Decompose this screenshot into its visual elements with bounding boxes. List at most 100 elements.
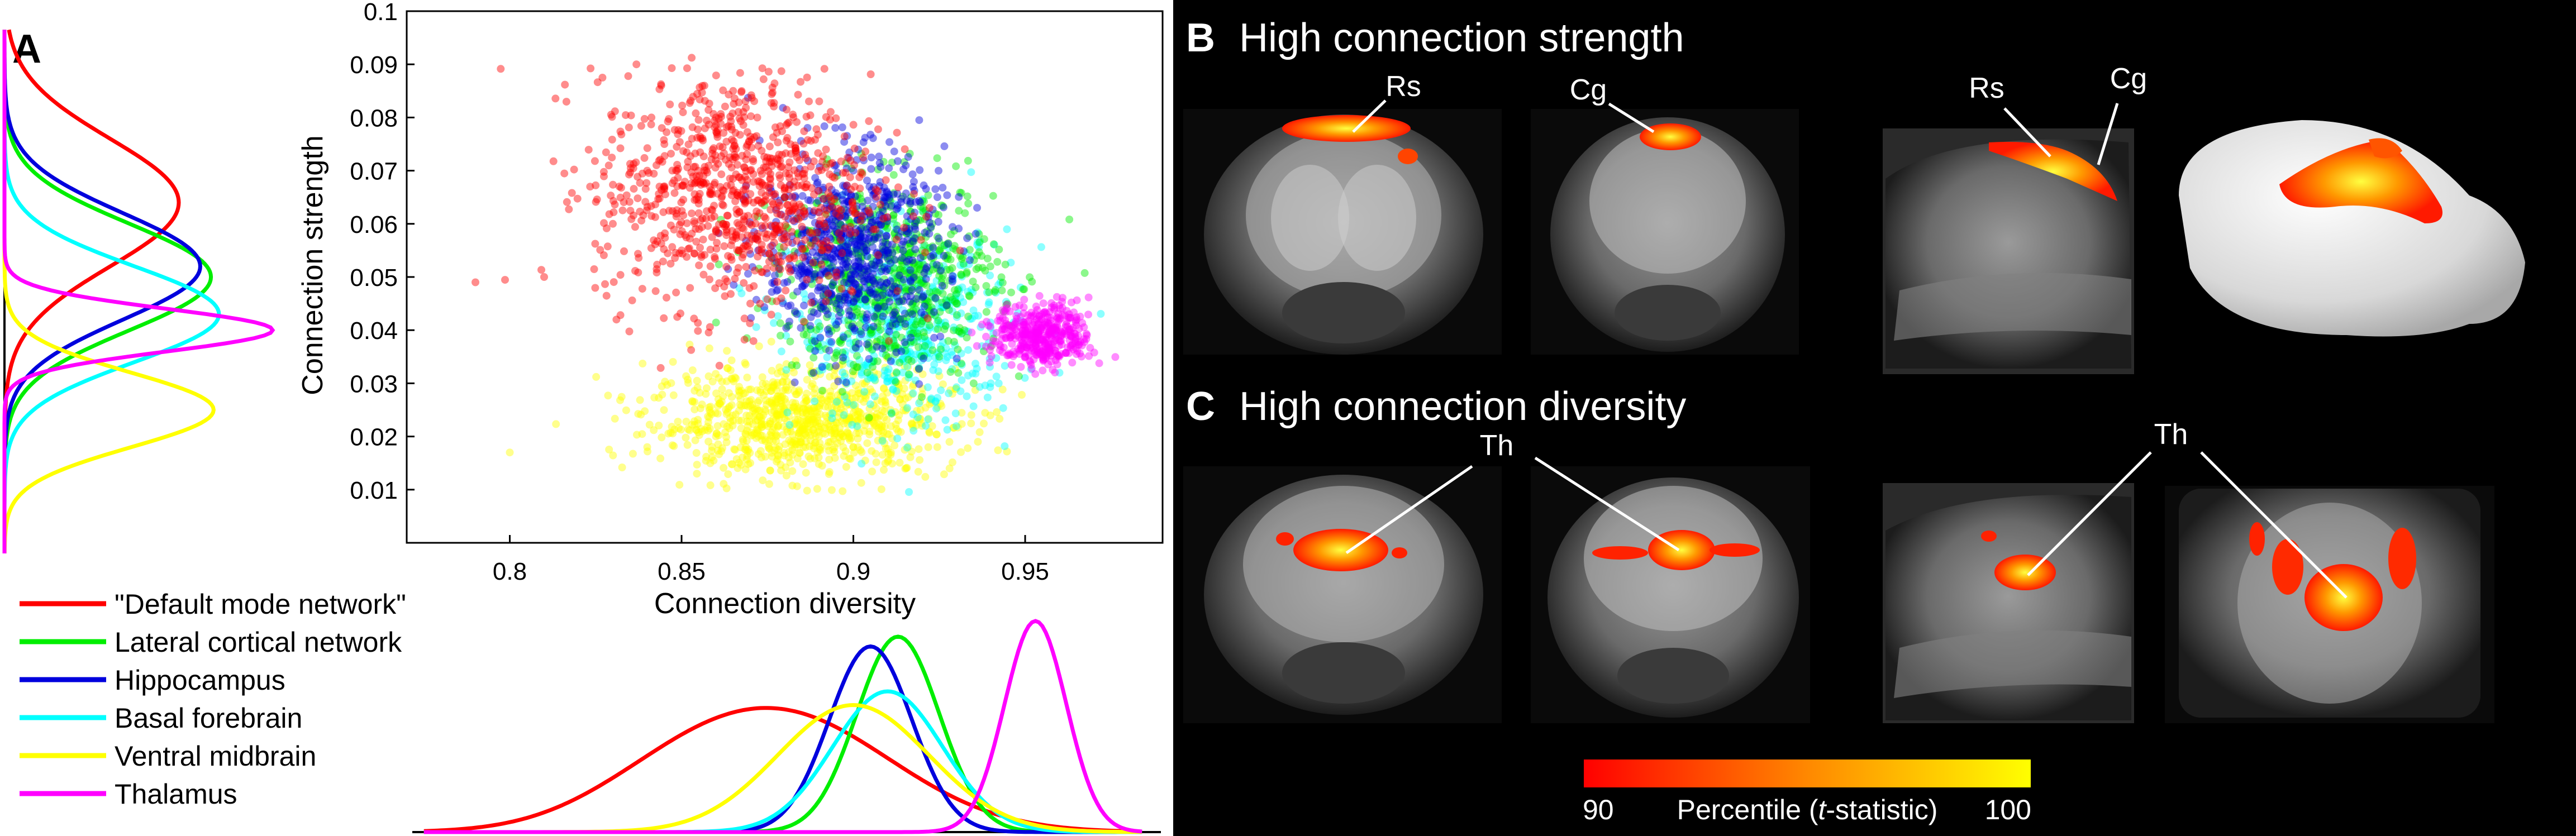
scatter-point <box>780 451 788 460</box>
scatter-point <box>822 307 830 315</box>
scatter-point <box>993 408 1001 416</box>
scatter-point <box>826 242 834 250</box>
scatter-point <box>913 413 922 422</box>
scatter-point <box>1037 243 1045 251</box>
panel-c-sagittal <box>1883 483 2134 723</box>
scatter-point <box>758 268 766 276</box>
scatter-point <box>946 368 955 376</box>
scatter-point <box>774 446 783 454</box>
scatter-point <box>711 284 720 293</box>
scatter-point <box>844 421 852 428</box>
legend-label: Hippocampus <box>115 665 285 696</box>
scatter-point <box>694 415 702 424</box>
scatter-point <box>728 375 736 383</box>
scatter-point <box>754 450 763 458</box>
scatter-point <box>754 398 762 407</box>
scatter-point <box>647 212 656 220</box>
scatter-point <box>878 437 887 445</box>
scatter-point <box>798 424 807 433</box>
scatter-point <box>772 415 780 424</box>
scatter-point <box>952 422 960 431</box>
scatter-point <box>754 407 763 415</box>
scatter-point <box>975 428 984 436</box>
scatter-point <box>753 426 761 434</box>
scatter-point <box>826 170 834 179</box>
scatter-point <box>679 108 687 117</box>
scatter-point <box>765 480 773 488</box>
scatter-point <box>913 366 921 374</box>
scatter-point <box>1012 312 1021 320</box>
scatter-point <box>891 256 899 264</box>
scatter-point <box>692 449 701 457</box>
scatter-point <box>776 226 784 235</box>
scatter-point <box>798 426 807 434</box>
scatter-point <box>645 421 654 429</box>
scatter-point <box>743 452 751 460</box>
scatter-point <box>774 452 782 460</box>
scatter-point <box>727 122 736 131</box>
scatter-point <box>668 423 676 431</box>
scatter-point <box>969 379 978 388</box>
annotation-rs-2: Rs <box>1969 72 2004 104</box>
scatter-point <box>908 383 917 391</box>
scatter-point <box>719 86 727 94</box>
scatter-point <box>965 292 973 300</box>
scatter-point <box>734 264 742 272</box>
scatter-point <box>858 271 866 279</box>
scatter-point <box>913 329 922 337</box>
scatter-point <box>767 310 775 319</box>
scatter-point <box>793 421 801 429</box>
scatter-point <box>616 193 625 202</box>
scatter-point <box>604 391 612 400</box>
scatter-point <box>811 207 818 215</box>
scatter-point <box>692 426 701 434</box>
scatter-point <box>796 419 804 427</box>
scatter-point <box>845 400 853 408</box>
scatter-point <box>775 171 783 179</box>
scatter-point <box>870 392 879 400</box>
panel-a-label: A <box>12 27 41 71</box>
scatter-point <box>915 445 923 453</box>
scatter-point <box>725 389 733 397</box>
scatter-point <box>856 217 865 225</box>
scatter-point <box>934 403 942 412</box>
scatter-point <box>747 385 755 394</box>
scatter-point <box>839 432 847 441</box>
scatter-point <box>933 443 941 451</box>
scatter-point <box>817 399 825 408</box>
scatter-y-ticks: 0.01 0.02 0.03 0.04 0.05 0.06 0.07 0.08 0.09 0.1 <box>350 0 415 504</box>
scatter-point <box>798 222 806 231</box>
scatter-point <box>803 389 811 398</box>
scatter-point <box>666 101 674 108</box>
scatter-point <box>666 221 675 230</box>
scatter-point <box>985 298 993 307</box>
scatter-point <box>784 448 793 456</box>
scatter-point <box>702 116 711 125</box>
scatter-point <box>787 427 795 436</box>
scatter-point <box>815 404 823 412</box>
scatter-point <box>813 485 821 493</box>
scatter-point <box>650 426 658 434</box>
scatter-point <box>810 369 818 377</box>
scatter-point <box>861 456 869 465</box>
scatter-point <box>908 421 917 429</box>
scatter-point <box>818 363 826 371</box>
scatter-point <box>870 419 878 428</box>
scatter-point <box>949 423 958 432</box>
scatter-point <box>636 396 644 404</box>
scatter-point <box>853 352 861 360</box>
scatter-point <box>840 411 848 419</box>
scatter-point <box>631 223 639 231</box>
scatter-point <box>808 413 817 422</box>
scatter-point <box>782 471 791 480</box>
scatter-point <box>756 299 764 308</box>
scatter-point <box>821 424 829 432</box>
scatter-point <box>679 147 687 155</box>
scatter-point <box>901 394 910 403</box>
scatter-point <box>825 392 834 400</box>
scatter-point <box>774 395 782 404</box>
scatter-point <box>928 346 937 354</box>
scatter-point <box>788 364 796 372</box>
scatter-point <box>540 273 548 281</box>
scatter-point <box>722 377 731 385</box>
